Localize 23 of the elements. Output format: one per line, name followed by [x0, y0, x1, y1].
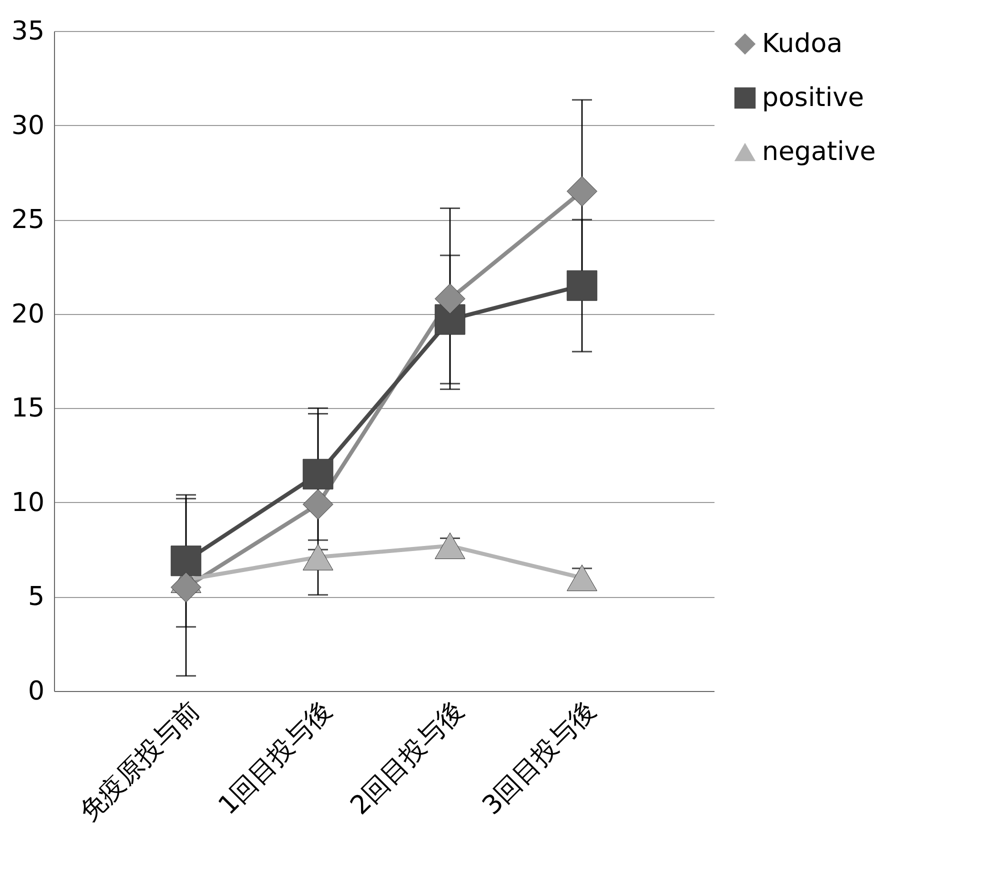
x-tick-label: 3回目投与後: [476, 696, 602, 821]
y-tick-label: 5: [28, 582, 44, 612]
y-tick-label: 30: [11, 110, 44, 141]
y-tick-label: 0: [28, 676, 44, 706]
legend-label: Kudoa: [762, 29, 843, 59]
point: [302, 458, 334, 490]
point: [434, 532, 466, 560]
x-tick-label: 2回目投与後: [344, 696, 470, 821]
point: [302, 489, 334, 520]
point: [302, 544, 334, 570]
point: [434, 284, 466, 314]
legend-label: positive: [762, 83, 864, 113]
point: [566, 270, 598, 301]
y-tick-label: 10: [11, 488, 44, 518]
point: [566, 564, 598, 592]
point: [566, 176, 598, 207]
y-tick-label: 20: [11, 299, 44, 330]
legend-label: negative: [762, 137, 876, 167]
x-tick-label: 免疫原投与前: [74, 696, 206, 828]
y-tick-label: 15: [11, 394, 44, 424]
y-tick-label: 25: [11, 205, 44, 236]
x-tick-label: 1回目投与後: [212, 696, 338, 821]
y-tick-label: 35: [11, 16, 44, 46]
